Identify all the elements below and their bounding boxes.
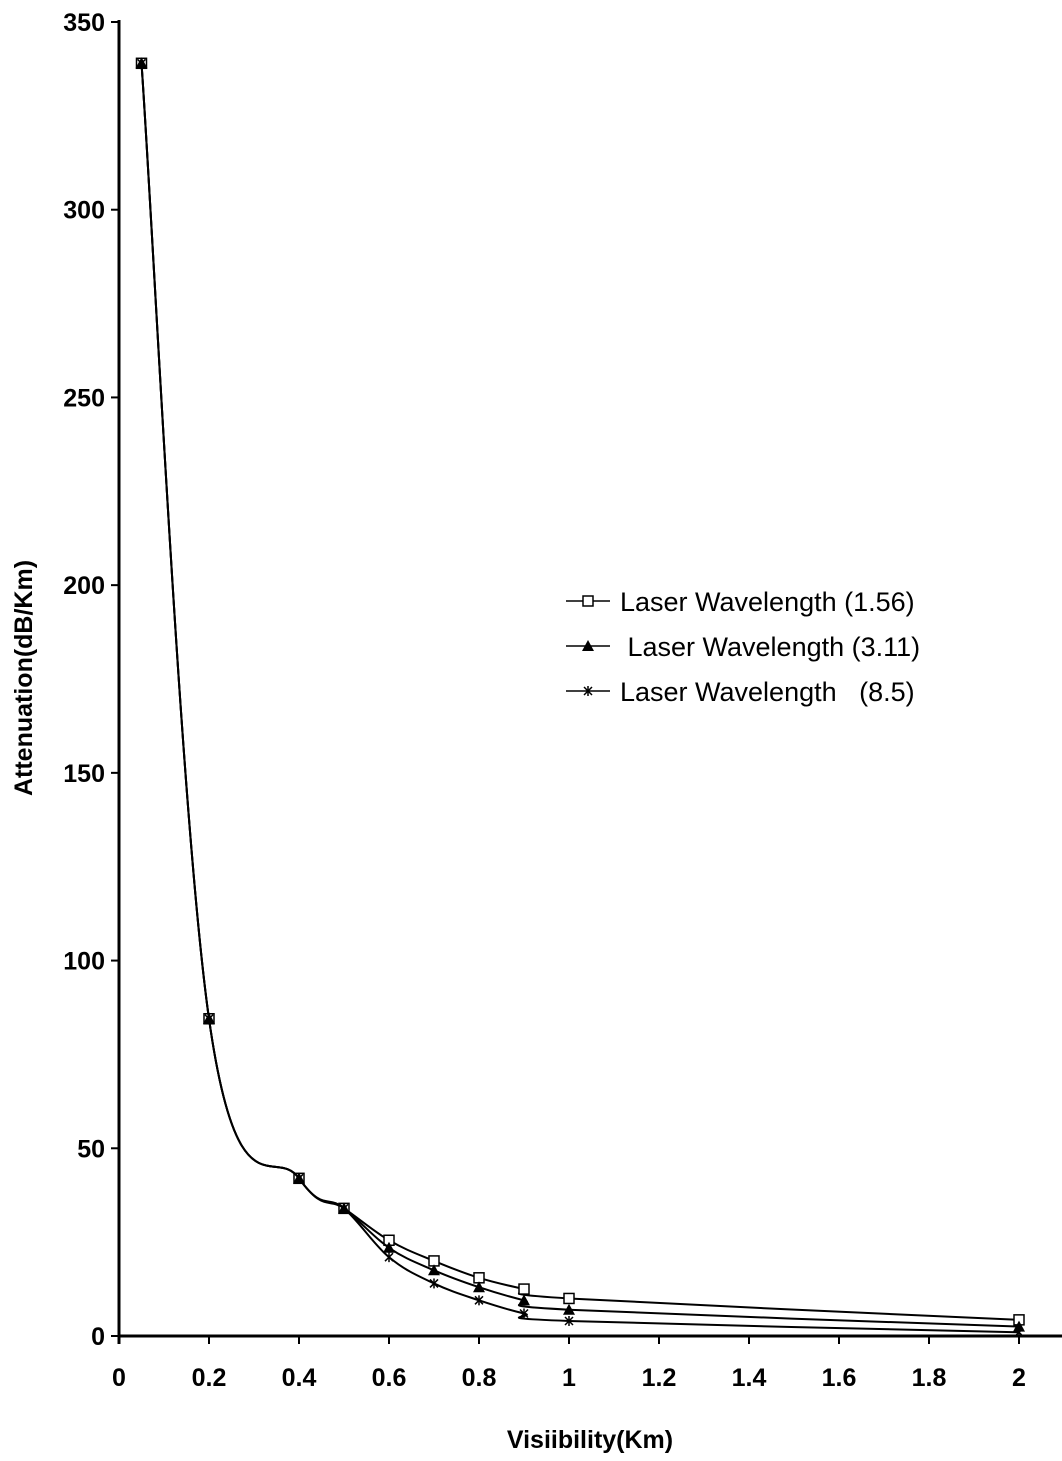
x-axis-title: Visiibility(Km)	[507, 1426, 673, 1454]
series-layer	[135, 57, 1025, 1338]
data-point	[563, 1292, 575, 1305]
x-tick-label: 1.4	[732, 1364, 767, 1392]
data-point	[294, 1173, 304, 1184]
legend-label: Laser Wavelength (3.11)	[620, 632, 920, 662]
legend-label: Laser Wavelength (1.56)	[620, 587, 915, 617]
data-point	[429, 1278, 439, 1289]
x-tick-label: 0.4	[282, 1364, 317, 1392]
data-point	[383, 1241, 395, 1253]
legend-label: Laser Wavelength (8.5)	[620, 677, 915, 707]
data-point	[519, 1308, 529, 1319]
data-point	[428, 1264, 440, 1276]
legend-marker	[582, 595, 594, 607]
legend-item-1: Laser Wavelength (1.56)	[566, 587, 915, 617]
legend-marker	[583, 686, 593, 696]
legend-item-3: Laser Wavelength (8.5)	[566, 677, 915, 707]
data-point	[564, 1315, 574, 1326]
legend-marker	[582, 640, 594, 651]
axes: 0 50 100 150 200 250 300 350 0 0.2 0.4 0.6 0.8 1 1.2 1.…	[63, 9, 1062, 1392]
y-tick-label: 300	[63, 197, 105, 225]
x-tick-label: 0.2	[192, 1364, 227, 1392]
data-point	[474, 1295, 484, 1306]
data-point	[136, 58, 147, 69]
x-tick-label: 1.2	[642, 1364, 677, 1392]
x-tick-label: 0.8	[462, 1364, 497, 1392]
y-tick-label: 50	[77, 1135, 105, 1163]
y-tick-label: 200	[63, 572, 105, 600]
data-point	[473, 1281, 485, 1293]
x-tick-label: 1.8	[912, 1364, 947, 1392]
y-axis-title: Attenuation(dB/Km)	[10, 560, 38, 796]
legend-item-2: Laser Wavelength (3.11)	[566, 632, 920, 662]
data-point	[339, 1203, 349, 1214]
x-tick-label: 1	[562, 1364, 576, 1392]
x-tick-label: 0	[112, 1364, 126, 1392]
data-point	[1014, 1327, 1024, 1338]
data-point	[518, 1294, 530, 1306]
x-tick-label: 0.6	[372, 1364, 407, 1392]
x-tick-label: 2	[1012, 1364, 1026, 1392]
y-tick-label: 0	[91, 1323, 105, 1351]
legend: Laser Wavelength (1.56) Laser Wavelength…	[566, 587, 920, 707]
y-tick-label: 250	[63, 384, 105, 412]
y-tick-label: 100	[63, 948, 105, 976]
x-tick-label: 1.6	[822, 1364, 857, 1392]
y-tick-label: 150	[63, 760, 105, 788]
data-point	[204, 1013, 214, 1024]
data-point	[563, 1303, 575, 1315]
series-3	[136, 58, 1024, 1338]
data-point	[518, 1283, 530, 1295]
data-point	[384, 1252, 394, 1263]
y-tick-label: 350	[63, 9, 105, 37]
